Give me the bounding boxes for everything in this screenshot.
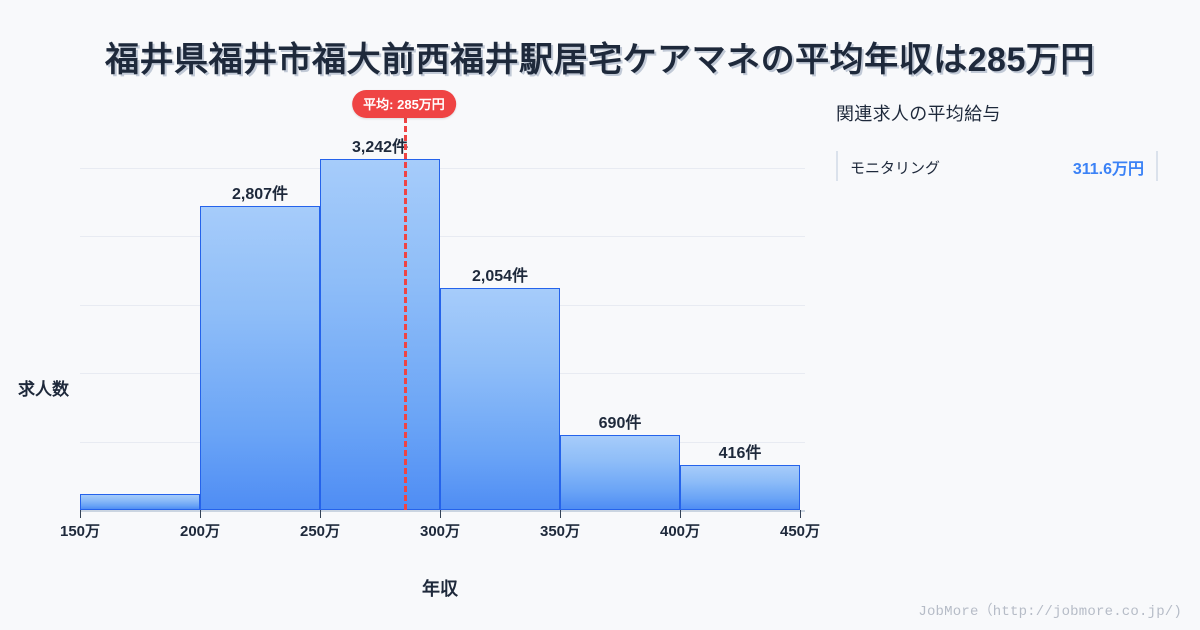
x-axis-tick bbox=[680, 510, 681, 518]
x-axis-tick-label: 250万 bbox=[299, 523, 341, 540]
related-salary-heading: 関連求人の平均給与 bbox=[836, 104, 1001, 124]
bar-value-label: 2,807件 bbox=[231, 186, 289, 204]
x-axis-tick-label: 200万 bbox=[179, 523, 221, 540]
histogram-bar bbox=[80, 494, 200, 510]
related-salary-rows: モニタリング 311.6万円 bbox=[836, 151, 1186, 182]
y-axis-label: 求人数 bbox=[18, 380, 69, 399]
x-axis-tick-label: 150万 bbox=[59, 523, 101, 540]
x-axis-tick-label: 300万 bbox=[419, 523, 461, 540]
average-badge: 平均: 285万円 bbox=[352, 90, 456, 118]
x-axis-tick bbox=[320, 510, 321, 518]
x-axis-tick bbox=[80, 510, 81, 518]
x-axis-tick-label: 350万 bbox=[539, 523, 581, 540]
gridline bbox=[80, 167, 805, 169]
gridline bbox=[80, 236, 805, 237]
histogram-bar bbox=[440, 287, 560, 510]
x-axis-baseline bbox=[80, 510, 805, 512]
histogram-bar bbox=[560, 435, 680, 510]
histogram-bar bbox=[320, 159, 440, 510]
related-salary-value: 311.6万円 bbox=[1072, 161, 1144, 178]
plot-area: 2,807件 3,242件 2,054件 690件 416件 平均: 285万円 150万… bbox=[60, 90, 820, 540]
average-line bbox=[404, 99, 407, 510]
bar-value-label: 3,242件 bbox=[351, 139, 409, 157]
related-salary-row: モニタリング 311.6万円 bbox=[836, 151, 1158, 182]
watermark: JobMore（http://jobmore.co.jp/) bbox=[918, 604, 1182, 620]
bar-value-label: 2,054件 bbox=[471, 267, 529, 285]
histogram-chart: 求人数 2,807件 3,242件 2,054件 690件 416件 平均: 285万円 … bbox=[0, 90, 830, 610]
x-axis-tick bbox=[440, 510, 441, 518]
histogram-bar bbox=[200, 206, 320, 510]
related-salary-panel: 関連求人の平均給与 モニタリング 311.6万円 bbox=[836, 100, 1186, 182]
bar-value-label: 416件 bbox=[718, 445, 762, 462]
x-axis-tick bbox=[800, 510, 801, 518]
x-axis-label: 年収 bbox=[422, 579, 458, 599]
x-axis-tick bbox=[560, 510, 561, 518]
related-salary-name: モニタリング bbox=[850, 159, 941, 177]
page-title: 福井県福井市福大前西福井駅居宅ケアマネの平均年収は285万円 bbox=[105, 41, 1095, 79]
x-axis-tick-label: 450万 bbox=[779, 523, 821, 540]
bar-value-label: 690件 bbox=[598, 415, 642, 433]
x-axis-tick-label: 400万 bbox=[659, 523, 701, 540]
x-axis-tick bbox=[200, 510, 201, 518]
bar-series: 2,807件 3,242件 2,054件 690件 416件 平均: 285万円 bbox=[80, 90, 800, 510]
histogram-bar bbox=[680, 465, 800, 510]
